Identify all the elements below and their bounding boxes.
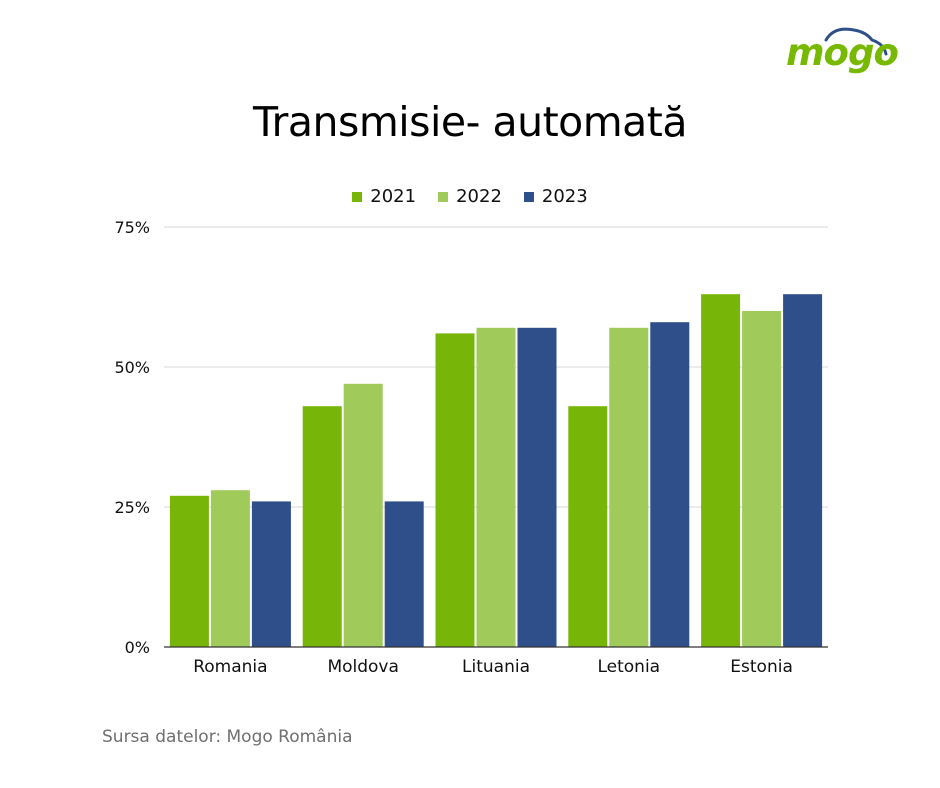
data-source-note: Sursa datelor: Mogo România (102, 727, 353, 747)
bar-estonia-2022 (742, 311, 782, 647)
bar-lituania-2022 (476, 327, 516, 647)
legend-label: 2023 (541, 186, 588, 207)
bar-romania-2022 (210, 490, 250, 647)
mogo-logo: mogo (786, 24, 899, 84)
chart-title: Transmisie- automată (252, 98, 688, 146)
bar-romania-2021 (169, 495, 209, 647)
x-tick-label: Romania (193, 657, 267, 677)
cloud-icon (824, 27, 888, 56)
y-tick-label: 0% (125, 638, 150, 657)
x-tick-label: Moldova (327, 657, 398, 677)
bar-moldova-2021 (302, 406, 342, 647)
x-tick-label: Estonia (730, 657, 793, 677)
bar-letonia-2023 (650, 322, 690, 647)
x-tick-label: Lituania (462, 657, 530, 677)
bar-moldova-2022 (343, 383, 383, 647)
logo-text: mogo (786, 31, 899, 74)
bar-estonia-2023 (783, 294, 823, 647)
legend-item-2023: 2023 (523, 186, 588, 207)
y-tick-label: 25% (114, 498, 150, 517)
y-tick-label: 50% (114, 358, 150, 377)
bar-moldova-2023 (384, 501, 424, 647)
legend-swatch (438, 191, 449, 202)
x-tick-label: Letonia (597, 657, 660, 677)
bar-romania-2023 (251, 501, 291, 647)
y-tick-label: 75% (114, 218, 150, 237)
legend-item-2022: 2022 (438, 186, 502, 207)
legend-swatch (523, 191, 534, 202)
legend-swatch (352, 191, 363, 202)
bar-lituania-2021 (435, 333, 475, 647)
legend-label: 2021 (370, 186, 417, 207)
chart-legend: 2021 2022 2023 (0, 186, 940, 207)
legend-label: 2022 (456, 186, 502, 207)
bar-lituania-2023 (517, 327, 557, 647)
legend-item-2021: 2021 (352, 186, 416, 207)
bar-letonia-2021 (568, 406, 608, 647)
bar-estonia-2021 (701, 294, 741, 647)
bar-letonia-2022 (609, 327, 649, 647)
